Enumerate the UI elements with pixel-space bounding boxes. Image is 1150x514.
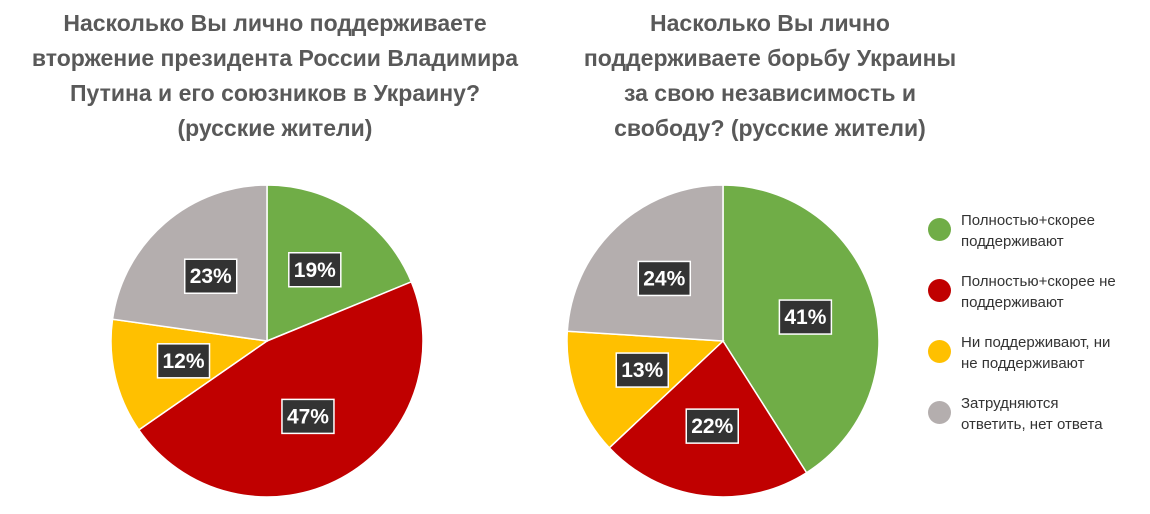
chart-title-line: Путина и его союзников в Украину? [69,80,481,106]
data-label-box [156,343,211,379]
chart-title-left: Насколько Вы лично поддерживаете вторжен… [10,6,540,146]
legend-label-line: ответить, нет ответа [961,416,1103,433]
chart-title-right: Насколько Вы лично поддерживаете борьбу … [555,6,985,146]
legend-swatch-yellow [928,340,951,363]
chart-title-line: за свою независимость и [623,80,916,106]
legend-swatch-green [928,218,951,241]
legend-label-line: не поддерживают [961,355,1085,372]
data-label-box [288,252,342,288]
legend-item-no-answer: Затрудняются ответить, нет ответа [928,393,1150,454]
data-label-support: 41% [784,306,826,329]
data-label-not-support: 47% [287,405,329,428]
data-label-box [778,299,833,335]
chart-title-line: поддерживаете борьбу Украины [583,45,957,71]
chart-title-line: (русские жители) [177,115,373,141]
legend-label-line: поддерживают [961,233,1064,250]
data-label-box [281,398,335,435]
chart-title-line: Насколько Вы лично поддерживаете [63,10,487,36]
data-label-box [183,258,238,294]
data-label-neutral: 13% [621,359,663,382]
data-label-neutral: 12% [163,350,205,373]
chart-title-line: вторжение президента России Владимира [31,45,519,71]
legend: Полностью+скорее поддерживают Полностью+… [928,210,1150,454]
pie-chart-ukraine-support: 41% 22% 13% 24% [566,184,880,498]
legend-label-line: Ни поддерживают, ни [961,334,1111,351]
legend-label-line: Полностью+скорее [961,212,1095,229]
legend-label-line: поддерживают [961,294,1064,311]
legend-label-line: Затрудняются [961,395,1059,412]
legend-swatch-red [928,279,951,302]
pie-slice-not-support [137,280,424,498]
data-label-box [615,352,670,388]
pie-chart-invasion-support: 19% 47% 12% 23% [110,184,424,498]
chart-title-line: свободу? (русские жители) [614,115,926,141]
legend-item-neutral: Ни поддерживают, ни не поддерживают [928,332,1150,393]
legend-swatch-gray [928,401,951,424]
legend-item-support: Полностью+скорее поддерживают [928,210,1150,271]
pie-slice-neutral [566,330,725,449]
data-label-no-answer: 23% [190,265,232,288]
data-label-no-answer: 24% [643,267,685,290]
chart-title-line: Насколько Вы лично [650,10,890,36]
data-label-box [685,408,739,444]
legend-item-not-support: Полностью+скорее не поддерживают [928,271,1150,332]
data-label-not-support: 22% [691,415,733,438]
legend-label-line: Полностью+скорее не [961,273,1116,290]
data-label-box [637,260,692,297]
data-label-support: 19% [294,259,336,282]
